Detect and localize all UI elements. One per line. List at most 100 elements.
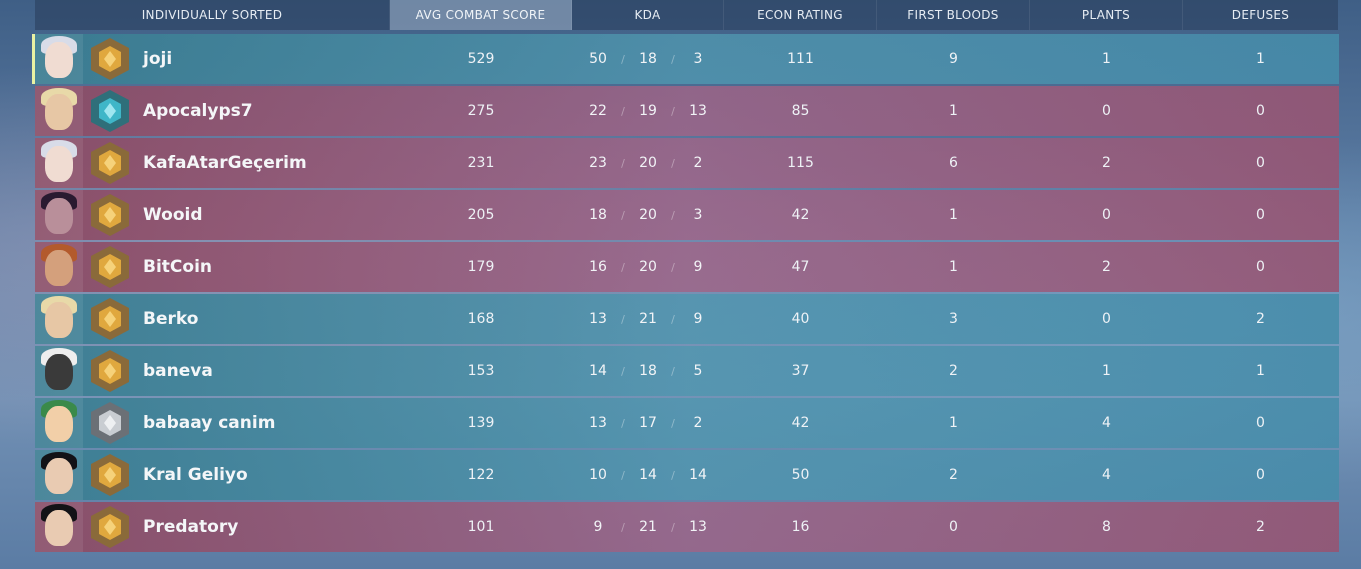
kda-separator: /: [621, 468, 625, 482]
assists-value: 2: [693, 415, 703, 431]
assists-value: 2: [693, 155, 703, 171]
player-row-4[interactable]: Wooid 205 18 / 20 / 3 42 1 0 0: [35, 190, 1339, 240]
plants-column-header[interactable]: PLANTS: [1030, 0, 1183, 30]
player-row-2[interactable]: Apocalyps7 275 22 / 19 / 13 85 1 0 0: [35, 86, 1339, 136]
player-name: Wooid: [143, 205, 203, 225]
player-identity: babaay canim: [35, 398, 390, 448]
deaths-value: 14: [639, 467, 657, 483]
kda-separator: /: [671, 364, 675, 378]
gold-rank-icon: [83, 294, 137, 344]
acs-value: 275: [467, 103, 495, 119]
acs-value: 101: [467, 519, 495, 535]
phoenix-icon: [35, 294, 83, 344]
plants-value: 0: [1102, 311, 1111, 327]
phoenix-icon: [35, 86, 83, 136]
kda-separator: /: [621, 104, 625, 118]
kda-values: 23 / 20 / 2: [572, 155, 724, 171]
sage-icon: [35, 450, 83, 500]
player-name: Apocalyps7: [143, 101, 253, 121]
player-row-7[interactable]: baneva 153 14 / 18 / 5 37 2 1 1: [35, 346, 1339, 396]
brimstone-icon: [35, 242, 83, 292]
plants-value: 1: [1102, 51, 1111, 67]
player-row-5[interactable]: BitCoin 179 16 / 20 / 9 47 1 2 0: [35, 242, 1339, 292]
defuses-value: 0: [1256, 155, 1265, 171]
econ-value: 115: [787, 155, 814, 171]
kda-separator: /: [621, 416, 625, 430]
econ-value: 85: [791, 103, 810, 119]
gold-rank-icon: [83, 138, 137, 188]
first-bloods-value: 1: [949, 259, 958, 275]
kda-separator: /: [621, 156, 625, 170]
kda-separator: /: [671, 208, 675, 222]
kda-column-header[interactable]: KDA: [572, 0, 724, 30]
player-name: BitCoin: [143, 257, 212, 277]
first-bloods-value: 1: [949, 415, 958, 431]
econ-value: 37: [791, 363, 810, 379]
first-bloods-value: 3: [949, 311, 958, 327]
player-name: babaay canim: [143, 413, 276, 433]
silver-rank-icon: [83, 398, 137, 448]
defuses-value: 0: [1256, 259, 1265, 275]
first-bloods-value: 1: [949, 103, 958, 119]
kills-value: 13: [589, 311, 607, 327]
defuses-value: 2: [1256, 519, 1265, 535]
kda-separator: /: [621, 52, 625, 66]
econ-column-header[interactable]: ECON RATING: [724, 0, 877, 30]
assists-value: 5: [693, 363, 703, 379]
deaths-value: 20: [639, 259, 657, 275]
kda-values: 14 / 18 / 5: [572, 363, 724, 379]
deaths-value: 19: [639, 103, 657, 119]
defuses-column-header[interactable]: DEFUSES: [1183, 0, 1338, 30]
kda-separator: /: [671, 52, 675, 66]
player-name: Predatory: [143, 517, 239, 537]
econ-value: 42: [791, 207, 810, 223]
plants-value: 4: [1102, 467, 1111, 483]
sort-mode-header[interactable]: INDIVIDUALLY SORTED: [35, 0, 390, 30]
kda-values: 16 / 20 / 9: [572, 259, 724, 275]
kda-separator: /: [621, 260, 625, 274]
player-identity: Predatory: [35, 502, 390, 552]
kills-value: 10: [589, 467, 607, 483]
player-row-9[interactable]: Kral Geliyo 122 10 / 14 / 14 50 2 4 0: [35, 450, 1339, 500]
kills-value: 22: [589, 103, 607, 119]
diamond-rank-icon: [83, 86, 137, 136]
kills-value: 9: [593, 519, 603, 535]
player-name: joji: [143, 49, 173, 69]
plants-value: 0: [1102, 103, 1111, 119]
first-bloods-column-header[interactable]: FIRST BLOODS: [877, 0, 1030, 30]
player-row-3[interactable]: KafaAtarGeçerim 231 23 / 20 / 2 115 6 2 …: [35, 138, 1339, 188]
kda-separator: /: [671, 312, 675, 326]
acs-column-header[interactable]: AVG COMBAT SCORE: [390, 0, 572, 30]
player-identity: Apocalyps7: [35, 86, 390, 136]
deaths-value: 18: [639, 363, 657, 379]
econ-value: 40: [791, 311, 810, 327]
player-row-1[interactable]: joji 529 50 / 18 / 3 111 9 1 1: [32, 34, 1339, 84]
acs-value: 168: [467, 311, 495, 327]
plants-value: 2: [1102, 155, 1111, 171]
player-row-10[interactable]: Predatory 101 9 / 21 / 13 16 0 8 2: [35, 502, 1339, 552]
econ-value: 50: [791, 467, 810, 483]
assists-value: 13: [689, 103, 707, 119]
first-bloods-value: 2: [949, 467, 958, 483]
cypher-icon: [35, 346, 83, 396]
defuses-value: 2: [1256, 311, 1265, 327]
plants-value: 1: [1102, 363, 1111, 379]
player-row-6[interactable]: Berko 168 13 / 21 / 9 40 3 0 2: [35, 294, 1339, 344]
gold-rank-icon: [83, 346, 137, 396]
player-name: Kral Geliyo: [143, 465, 248, 485]
kda-separator: /: [671, 416, 675, 430]
player-name: baneva: [143, 361, 213, 381]
kda-separator: /: [671, 104, 675, 118]
kda-separator: /: [671, 468, 675, 482]
killjoy-icon: [35, 398, 83, 448]
kda-values: 22 / 19 / 13: [572, 103, 724, 119]
econ-value: 111: [787, 51, 814, 67]
player-row-8[interactable]: babaay canim 139 13 / 17 / 2 42 1 4 0: [35, 398, 1339, 448]
player-identity: KafaAtarGeçerim: [35, 138, 390, 188]
kda-values: 13 / 17 / 2: [572, 415, 724, 431]
acs-value: 122: [467, 467, 495, 483]
player-name: KafaAtarGeçerim: [143, 153, 307, 173]
defuses-value: 0: [1256, 467, 1265, 483]
gold-rank-icon: [83, 502, 137, 552]
kills-value: 14: [589, 363, 607, 379]
